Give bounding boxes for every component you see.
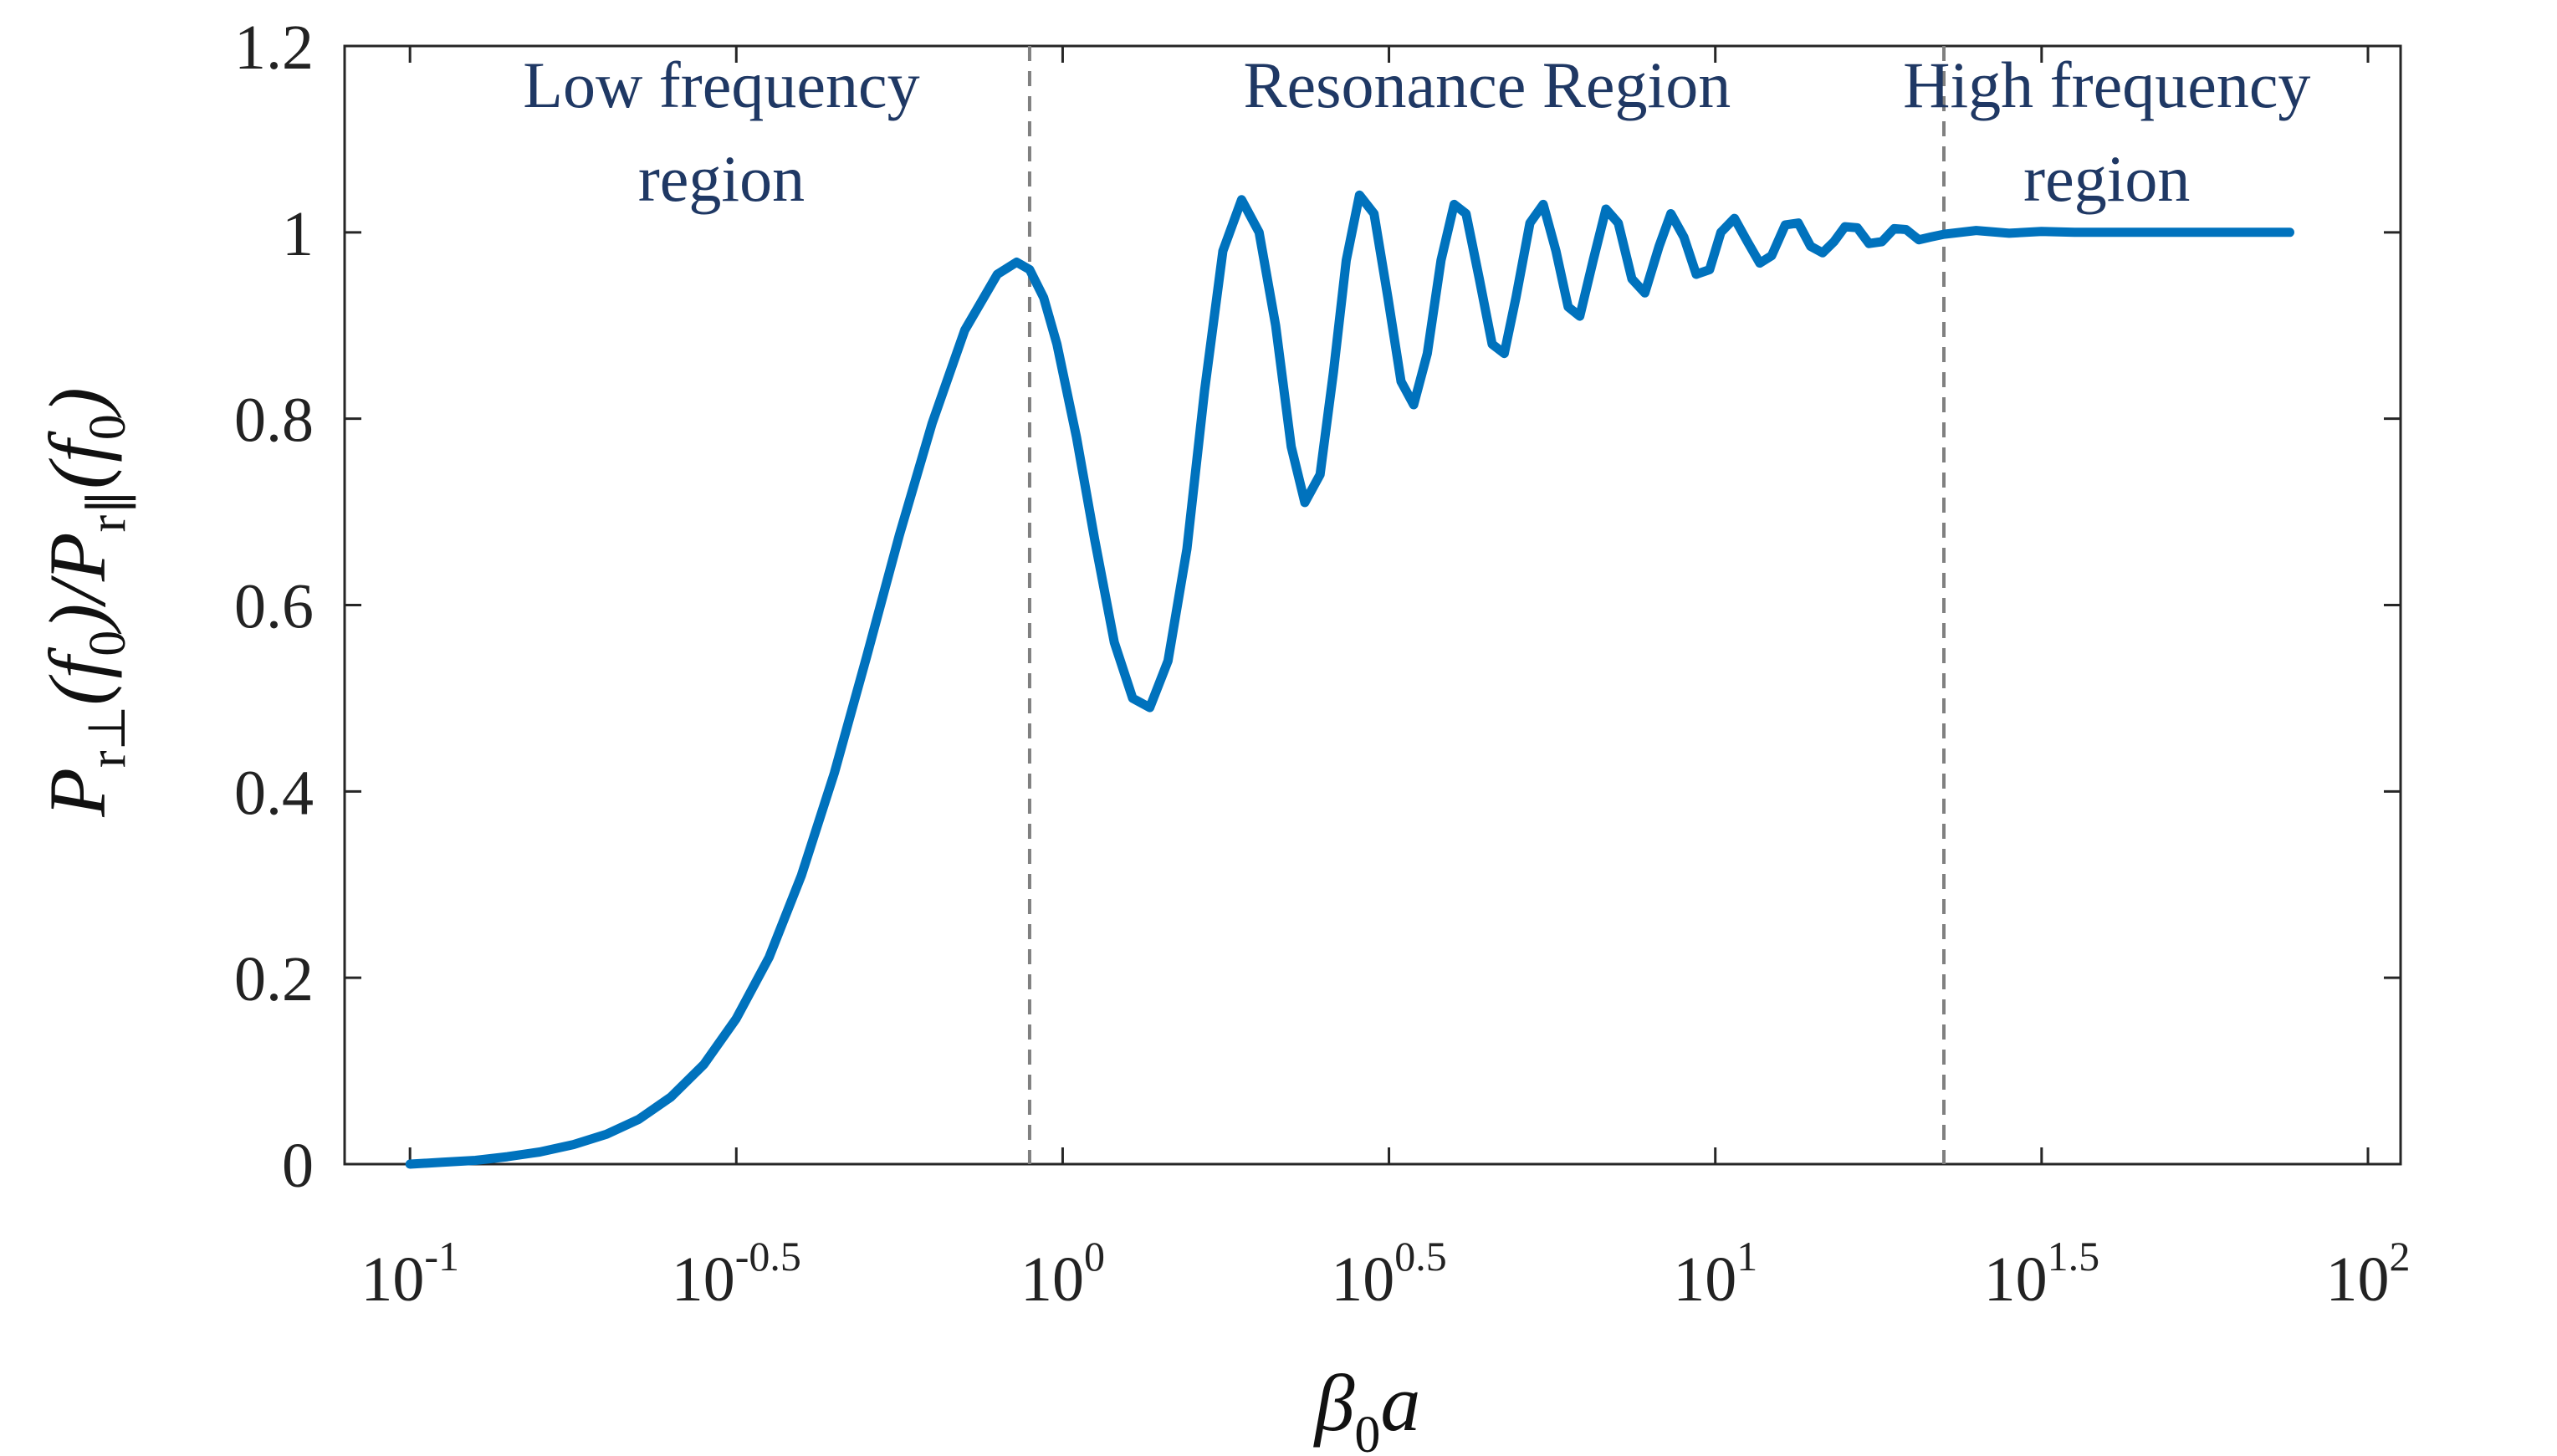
y-axis-label-part: (f — [33, 431, 122, 489]
x-tick-label: 100 — [1020, 1233, 1105, 1315]
x-tick-label-exponent: 0.5 — [1394, 1233, 1447, 1280]
x-tick-label: 10-1 — [361, 1233, 459, 1315]
x-axis-label-symbol: β — [1313, 1358, 1355, 1448]
x-tick-label-exponent: 1.5 — [2048, 1233, 2100, 1280]
x-tick-label: 101 — [1673, 1233, 1757, 1315]
y-tick-label: 0 — [282, 1131, 314, 1201]
x-axis-label-variable: a — [1380, 1358, 1420, 1448]
y-axis-label-subscript: 0 — [79, 414, 136, 440]
x-tick-label: 101.5 — [1984, 1233, 2100, 1315]
x-tick-label-base: 10 — [361, 1244, 424, 1315]
x-tick-label-base: 10 — [672, 1244, 735, 1315]
high-frequency-region-label: High frequency region — [1903, 49, 2310, 215]
y-tick-label: 0.6 — [234, 572, 314, 642]
x-tick-label-base: 10 — [2325, 1244, 2389, 1315]
y-axis-label-wrap: Pr⊥(f0)/Pr∥(f0) — [33, 387, 136, 817]
x-tick-label: 102 — [2325, 1233, 2410, 1315]
y-axis-label-part: ) — [33, 387, 122, 418]
series-layer — [405, 190, 2294, 1169]
x-tick-label: 100.5 — [1331, 1233, 1447, 1315]
y-tick-label: 1.2 — [234, 13, 314, 83]
x-tick-label-base: 10 — [1673, 1244, 1736, 1315]
y-tick-labels: 0 0.2 0.4 0.6 0.8 1 1.2 — [234, 13, 314, 1201]
y-axis-label-subscript: r∥ — [79, 489, 136, 533]
region-label-line: High frequency — [1903, 49, 2310, 121]
y-axis-label: Pr⊥(f0)/Pr∥(f0) — [33, 387, 136, 817]
x-tick-label-exponent: -1 — [424, 1233, 459, 1280]
y-axis-label-part: P — [33, 768, 122, 818]
resonance-region-label: Resonance Region — [1244, 49, 1731, 121]
y-axis-label-subscript: r⊥ — [79, 705, 136, 768]
region-label-line: Resonance Region — [1244, 49, 1731, 121]
region-label-line: region — [2023, 142, 2190, 215]
series-line — [405, 190, 2294, 1169]
x-tick-label: 10-0.5 — [672, 1233, 801, 1315]
y-tick-label: 0.2 — [234, 944, 314, 1014]
x-tick-labels: 10-1 10-0.5 100 100.5 101 101.5 102 — [361, 1233, 2410, 1315]
x-axis-label: β0a — [1313, 1358, 1421, 1456]
region-labels: Low frequency region Resonance Region High … — [523, 49, 2310, 215]
x-tick-label-base: 10 — [1984, 1244, 2048, 1315]
region-label-line: Low frequency — [523, 49, 919, 121]
x-tick-label-exponent: -0.5 — [735, 1233, 801, 1280]
region-dividers — [1027, 46, 1946, 1164]
x-tick-label-base: 10 — [1331, 1244, 1394, 1315]
x-axis-label-subscript: 0 — [1354, 1407, 1380, 1456]
ticks-layer — [345, 44, 2401, 1166]
x-tick-label-exponent: 0 — [1084, 1233, 1105, 1280]
x-tick-label-exponent: 1 — [1736, 1233, 1757, 1280]
x-tick-label-exponent: 2 — [2389, 1233, 2410, 1280]
y-axis-label-subscript: 0 — [79, 631, 136, 656]
x-tick-label-base: 10 — [1020, 1244, 1084, 1315]
y-tick-label: 0.8 — [234, 386, 314, 456]
y-axis-label-part: (f — [33, 646, 122, 705]
region-label-line: region — [638, 142, 805, 215]
y-tick-label: 0.4 — [234, 758, 314, 828]
y-axis-label-part: )/P — [33, 533, 122, 635]
y-tick-label: 1 — [282, 199, 314, 269]
low-frequency-region-label: Low frequency region — [523, 49, 919, 215]
